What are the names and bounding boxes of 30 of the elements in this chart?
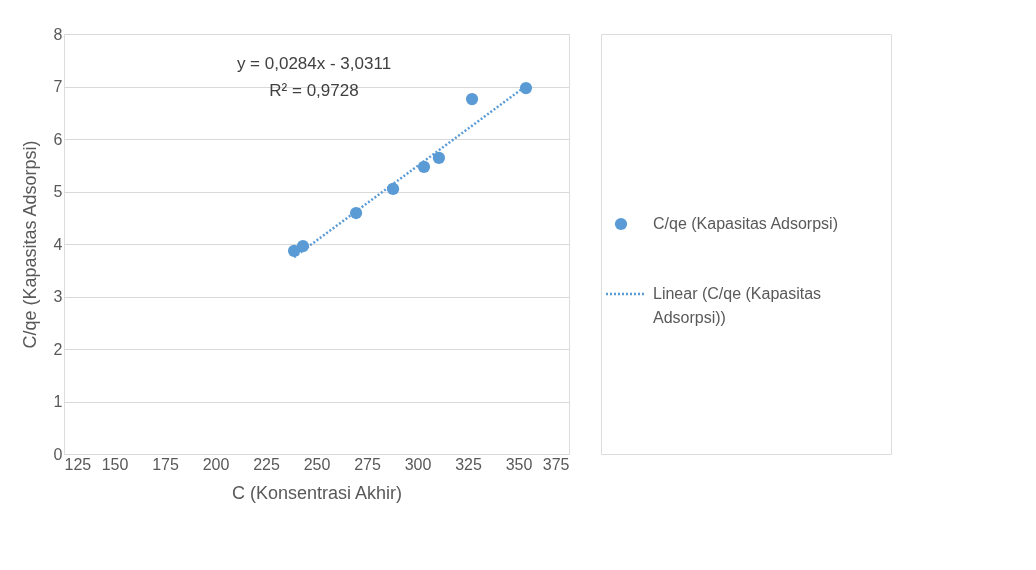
annotation: y = 0,0284x - 3,0311 [236, 54, 392, 73]
x-tick-label: 325 [455, 455, 482, 473]
y-axis-title: C/qe (Kapasitas Adsorpsi) [19, 140, 40, 349]
x-tick-label: 350 [505, 455, 533, 473]
point [465, 92, 479, 106]
point [432, 151, 446, 165]
point [417, 160, 431, 173]
y-tick-label: 7 [53, 78, 63, 95]
x-tick-label: 275 [354, 455, 381, 473]
y-tick-label: 8 [53, 25, 63, 43]
x-tick-label: 150 [101, 455, 129, 473]
x-axis-title: C (Konsentrasi Akhir) [231, 482, 403, 503]
x-tick-label: 375 [542, 455, 570, 473]
legend-label: C/qe (Kapasitas Adsorpsi) [653, 215, 838, 232]
x-tick-label: 300 [404, 455, 432, 473]
y-tick-label: 1 [53, 393, 63, 410]
x-tick-label: 125 [64, 455, 92, 473]
point [519, 81, 533, 95]
x-tick-label: 200 [202, 455, 230, 473]
annotation: R² = 0,9728 [269, 81, 359, 100]
y-tick-label: 0 [53, 445, 63, 463]
x-tick-label: 175 [152, 455, 179, 473]
y-tick-label: 5 [53, 183, 63, 200]
y-tick-label: 2 [53, 340, 63, 358]
x-tick-label: 225 [253, 455, 280, 473]
y-tick-label: 4 [53, 235, 63, 253]
y-tick-label: 3 [53, 288, 63, 305]
x-tick-label: 250 [303, 455, 331, 473]
y-tick-label: 6 [53, 130, 63, 148]
legend-label: Linear (C/qe (Kapasitas Adsorpsi)) [653, 285, 822, 326]
